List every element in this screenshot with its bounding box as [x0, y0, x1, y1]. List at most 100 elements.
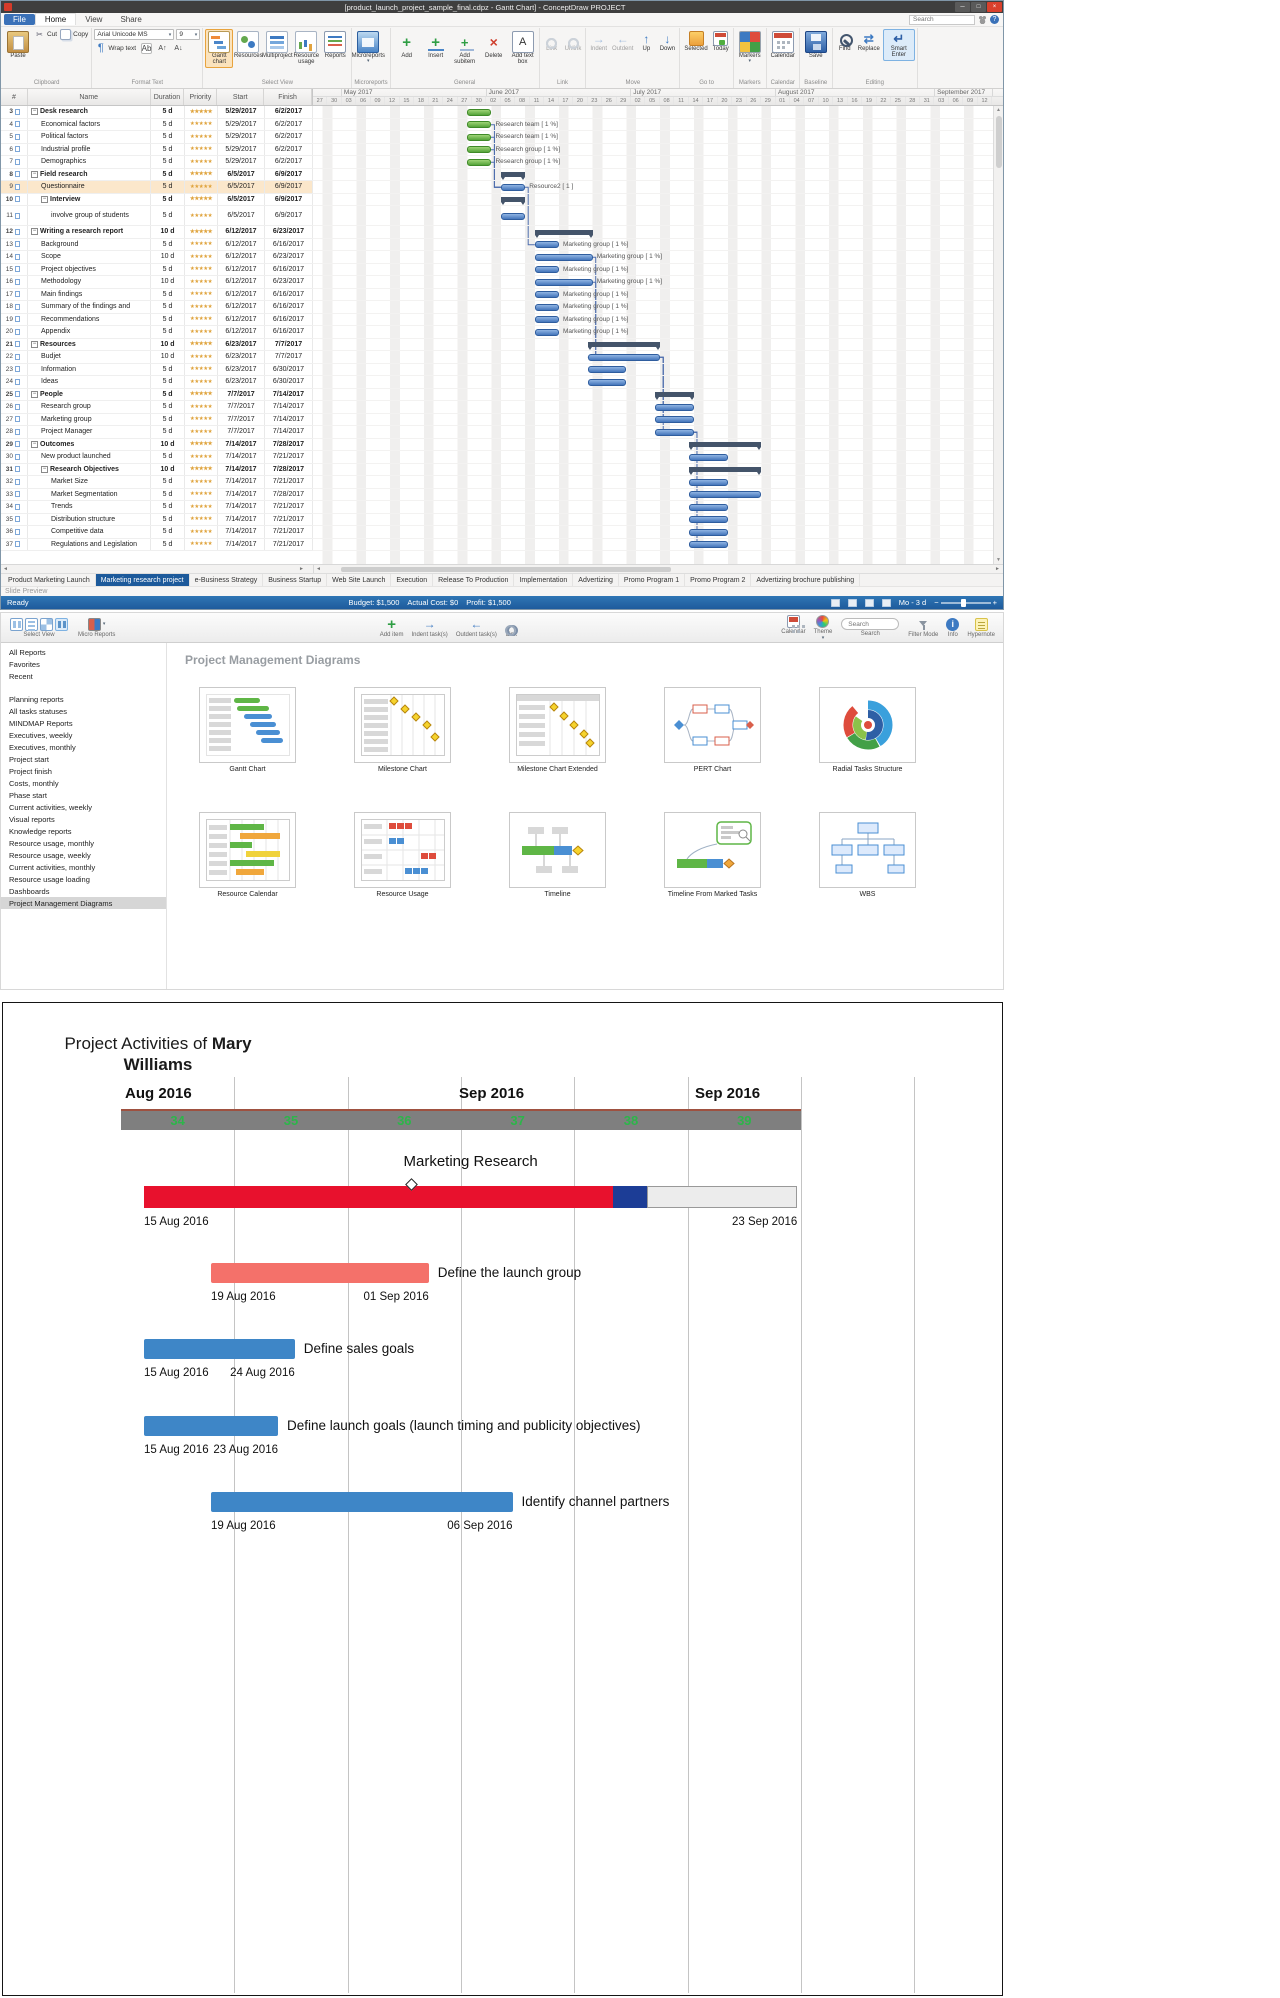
- gantt-bar[interactable]: [467, 146, 492, 154]
- paste-button[interactable]: Paste: [4, 29, 32, 61]
- table-row[interactable]: 27 Marketing group 5 d ★★★★★ 7/7/2017 7/14/20…: [1, 413, 313, 426]
- help-icon[interactable]: ?: [990, 15, 999, 24]
- insert-button[interactable]: + Insert: [422, 29, 450, 61]
- horizontal-scrollbar[interactable]: ◄ ► ◄ ►: [1, 564, 1003, 573]
- report-item-current-activities-monthly[interactable]: Current activities, monthly: [9, 862, 96, 872]
- card-timeline-from-marked-tasks[interactable]: Timeline From Marked Tasks: [664, 812, 761, 899]
- column-header-start[interactable]: Start: [217, 89, 265, 105]
- gantt-bar[interactable]: [655, 403, 694, 411]
- report-item-recent[interactable]: Recent: [9, 671, 33, 681]
- hscroll-right-arrow-icon[interactable]: ►: [299, 566, 304, 572]
- add-subitem-button[interactable]: + Add subitem: [451, 29, 479, 68]
- zoom-slider[interactable]: − +: [934, 598, 998, 607]
- menu-tab-view[interactable]: View: [85, 15, 103, 24]
- add-text-box-button[interactable]: A Add text box: [509, 29, 537, 68]
- link-button[interactable]: Link: [501, 618, 522, 638]
- hscroll-thumb[interactable]: [341, 566, 671, 572]
- save-button[interactable]: Save: [802, 29, 830, 61]
- report-item-knowledge-reports[interactable]: Knowledge reports: [9, 826, 72, 836]
- up-button[interactable]: ↑ Up: [636, 29, 656, 54]
- gantt-bar[interactable]: [534, 241, 559, 249]
- card-resource-calendar[interactable]: Resource Calendar: [199, 812, 296, 899]
- resources-button[interactable]: Resources: [234, 29, 263, 61]
- gantt-bar[interactable]: [534, 253, 593, 261]
- view-switch-icon[interactable]: [881, 598, 891, 607]
- table-row[interactable]: 26 Research group 5 d ★★★★★ 7/7/2017 7/14/201…: [1, 401, 313, 414]
- close-button[interactable]: ×: [987, 2, 1002, 12]
- add-item-button[interactable]: + Add item: [379, 615, 404, 638]
- summary-bar[interactable]: [501, 172, 526, 181]
- collapse-icon[interactable]: −: [31, 390, 38, 398]
- summary-bar[interactable]: [501, 197, 526, 206]
- table-row[interactable]: 21− Resources 10 d ★★★★★ 6/23/2017 7/7/2017: [1, 338, 313, 351]
- view-switch-icon[interactable]: [847, 598, 857, 607]
- table-row[interactable]: 10− Interview 5 d ★★★★★ 6/5/2017 6/9/2017: [1, 193, 313, 206]
- table-row[interactable]: 4 Economical factors 5 d ★★★★★ 5/29/2017 6/2/…: [1, 118, 313, 131]
- outdent-button[interactable]: ← Outdent: [612, 31, 634, 53]
- outdent-task-s-button[interactable]: ← Outdent task(s): [455, 617, 497, 638]
- gantt-bar[interactable]: [689, 478, 728, 486]
- paw-icon[interactable]: [978, 15, 987, 24]
- gantt-bar[interactable]: [467, 133, 492, 141]
- gantt-bar[interactable]: [467, 121, 492, 129]
- hscroll-left-arrow-icon[interactable]: ◄: [3, 566, 8, 572]
- table-row[interactable]: 29− Outcomes 10 d ★★★★★ 7/14/2017 7/28/2017: [1, 438, 313, 451]
- hypernote-button[interactable]: Hypernote: [963, 617, 999, 638]
- gantt-bar[interactable]: [655, 428, 694, 436]
- gantt-bar[interactable]: [587, 366, 627, 374]
- summary-bar[interactable]: [655, 392, 694, 401]
- summary-bar[interactable]: [587, 342, 661, 351]
- gantt-bar[interactable]: [467, 108, 492, 116]
- report-item-resource-usage-monthly[interactable]: Resource usage, monthly: [9, 838, 95, 848]
- table-row[interactable]: 14 Scope 10 d ★★★★★ 6/12/2017 6/23/2017: [1, 251, 313, 264]
- replace-button[interactable]: ⇄ Replace: [857, 31, 880, 53]
- indent-button[interactable]: → Indent: [590, 31, 608, 53]
- gantt-bar[interactable]: [587, 378, 627, 386]
- collapse-icon[interactable]: −: [41, 465, 48, 473]
- sheet-tab-advertizing-brochure-publishing[interactable]: Advertizing brochure publishing: [751, 574, 861, 586]
- card-gantt-chart[interactable]: Gantt Chart: [199, 687, 296, 774]
- table-row[interactable]: 37 Regulations and Legislation 5 d ★★★★★ 7/1…: [1, 538, 313, 551]
- sheet-tab-marketing-research-project[interactable]: Marketing research project: [95, 574, 190, 586]
- report-item-project-start[interactable]: Project start: [9, 754, 50, 764]
- card-milestone-chart[interactable]: Milestone Chart: [354, 687, 451, 774]
- table-row[interactable]: 16 Methodology 10 d ★★★★★ 6/12/2017 6/23/2017: [1, 276, 313, 289]
- table-row[interactable]: 34 Trends 5 d ★★★★★ 7/14/2017 7/21/2017: [1, 501, 313, 514]
- sheet-tab-business-startup[interactable]: Business Startup: [263, 574, 328, 586]
- down-button[interactable]: ↓ Down: [659, 31, 676, 53]
- view-switch-icon[interactable]: [830, 598, 840, 607]
- report-item-all-tasks-statuses[interactable]: All tasks statuses: [9, 706, 67, 716]
- collapse-icon[interactable]: −: [31, 170, 38, 178]
- table-row[interactable]: 22 Budjet 10 d ★★★★★ 6/23/2017 7/7/2017: [1, 351, 313, 364]
- table-row[interactable]: 23 Information 5 d ★★★★★ 6/23/2017 6/30/2017: [1, 363, 313, 376]
- gantt-bar[interactable]: [534, 303, 559, 311]
- vertical-scrollbar[interactable]: ▲ ▼: [993, 106, 1003, 564]
- font-size-select[interactable]: 9 ▾: [176, 29, 201, 40]
- collapse-icon[interactable]: −: [41, 195, 48, 203]
- calendar-button[interactable]: Calendar: [777, 614, 809, 641]
- filter-mode-button[interactable]: Filter Mode: [904, 618, 942, 638]
- table-row[interactable]: 28 Project Manager 5 d ★★★★★ 7/7/2017 7/14/20…: [1, 426, 313, 439]
- gantt-bar[interactable]: [534, 316, 559, 324]
- gantt-bar[interactable]: [655, 416, 694, 424]
- report-item-all-reports[interactable]: All Reports: [9, 647, 46, 657]
- indent-task-s-button[interactable]: → Indent task(s): [411, 617, 448, 638]
- report-item-executives-monthly[interactable]: Executives, monthly: [9, 742, 76, 752]
- column-header-priority[interactable]: Priority: [184, 89, 218, 105]
- gantt-chart-button[interactable]: Gantt chart: [205, 29, 234, 68]
- table-row[interactable]: 32 Market Size 5 d ★★★★★ 7/14/2017 7/21/2017: [1, 476, 313, 489]
- report-item-executives-weekly[interactable]: Executives, weekly: [9, 730, 73, 740]
- unlink-button[interactable]: Unlink: [563, 29, 584, 54]
- card-radial-tasks-structure[interactable]: Radial Tasks Structure: [819, 687, 916, 774]
- report-item-project-management-diagrams[interactable]: Project Management Diagrams: [1, 897, 166, 909]
- table-row[interactable]: 17 Main findings 5 d ★★★★★ 6/12/2017 6/16/201…: [1, 288, 313, 301]
- micro-reports-group[interactable]: ▾ Micro Reports: [73, 617, 120, 638]
- sheet-tab-advertizing[interactable]: Advertizing: [573, 574, 619, 586]
- copy-button[interactable]: Copy: [59, 29, 89, 40]
- report-item-phase-start[interactable]: Phase start: [9, 790, 47, 800]
- card-timeline[interactable]: Timeline: [509, 812, 606, 899]
- sheet-tab-execution[interactable]: Execution: [391, 574, 434, 586]
- table-row[interactable]: 19 Recommendations 5 d ★★★★★ 6/12/2017 6/16/2…: [1, 313, 313, 326]
- table-row[interactable]: 25− People 5 d ★★★★★ 7/7/2017 7/14/2017: [1, 388, 313, 401]
- chart-hscroll-left-arrow-icon[interactable]: ◄: [316, 566, 321, 572]
